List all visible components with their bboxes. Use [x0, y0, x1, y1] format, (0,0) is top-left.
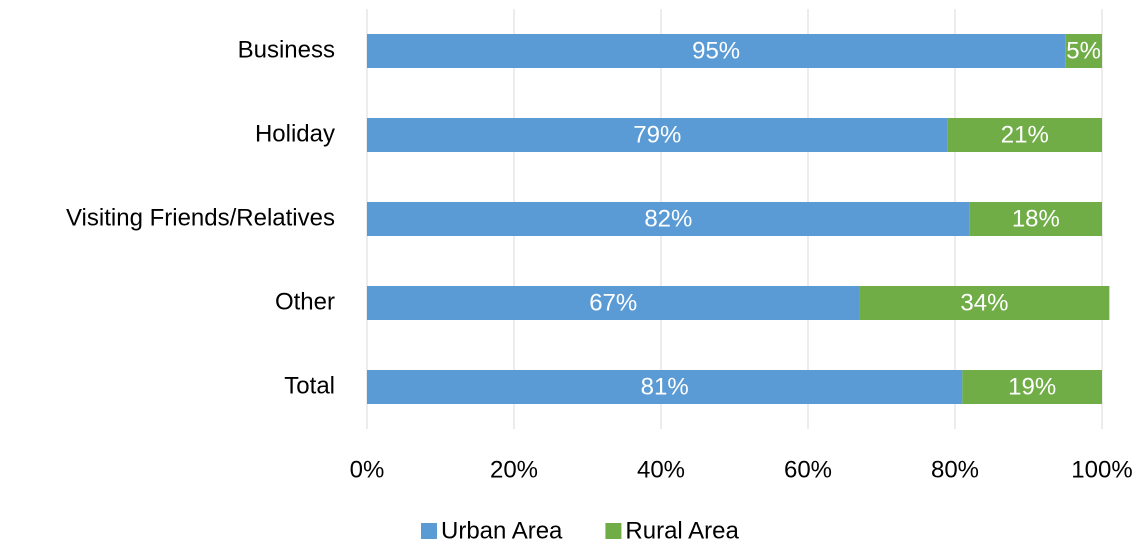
data-label: 34%: [960, 289, 1008, 316]
y-tick-label: Holiday: [255, 120, 335, 147]
data-label: 18%: [1012, 205, 1060, 232]
data-label: 79%: [633, 121, 681, 148]
data-label: 82%: [644, 205, 692, 232]
bar: [367, 34, 1066, 68]
y-tick-label: Other: [275, 288, 335, 315]
bar: [962, 370, 1102, 404]
x-tick-label: 40%: [637, 456, 685, 483]
y-tick-label: Visiting Friends/Relatives: [66, 204, 335, 231]
legend-label: Urban Area: [441, 517, 563, 544]
data-label: 81%: [641, 373, 689, 400]
bar: [969, 202, 1102, 236]
y-tick-label: Total: [284, 372, 335, 399]
bar: [1065, 34, 1102, 68]
legend-swatch: [421, 523, 437, 539]
bar: [367, 370, 963, 404]
legend-label: Rural Area: [625, 517, 739, 544]
data-label: 19%: [1008, 373, 1056, 400]
x-tick-label: 0%: [350, 456, 385, 483]
bar: [859, 286, 1110, 320]
legend-swatch: [605, 523, 622, 539]
x-tick-label: 20%: [490, 456, 538, 483]
x-tick-label: 100%: [1071, 456, 1132, 483]
data-label: 5%: [1066, 37, 1101, 64]
bar: [367, 118, 948, 152]
bar: [947, 118, 1102, 152]
y-tick-label: Business: [238, 36, 335, 63]
bar: [367, 286, 860, 320]
bar: [367, 202, 970, 236]
data-label: 67%: [589, 289, 637, 316]
x-tick-label: 60%: [784, 456, 832, 483]
data-label: 21%: [1001, 121, 1049, 148]
data-label: 95%: [692, 37, 740, 64]
x-tick-label: 80%: [931, 456, 979, 483]
